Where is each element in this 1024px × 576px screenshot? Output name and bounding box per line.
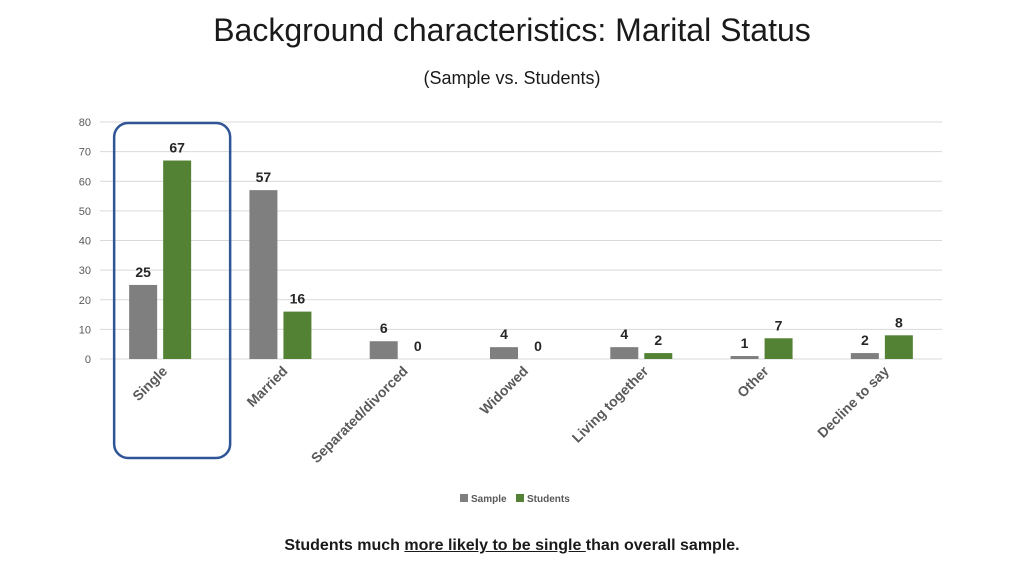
bar-students <box>884 335 913 359</box>
data-label: 0 <box>414 338 422 354</box>
x-tick-label: Other <box>734 362 772 400</box>
legend-label-sample: Sample <box>471 494 507 505</box>
caption-emphasis: more likely to be single <box>404 537 586 554</box>
caption: Students much more likely to be single t… <box>0 537 1024 555</box>
data-label: 67 <box>169 140 185 156</box>
legend-swatch-sample <box>460 494 468 502</box>
x-tick-label: Separated/divorced <box>308 363 411 466</box>
y-tick-label: 60 <box>79 176 91 188</box>
bar-sample <box>129 284 158 359</box>
data-label: 16 <box>290 291 306 307</box>
data-label: 7 <box>775 317 783 333</box>
bar-students <box>644 353 673 359</box>
data-label: 0 <box>534 338 542 354</box>
chart-subtitle: (Sample vs. Students) <box>423 68 601 88</box>
bar-students <box>283 311 312 359</box>
data-label: 1 <box>741 335 749 351</box>
legend-swatch-students <box>516 494 524 502</box>
data-label: 8 <box>895 314 903 330</box>
y-tick-label: 50 <box>79 206 91 218</box>
y-tick-label: 20 <box>79 295 91 307</box>
bar-students <box>163 160 192 359</box>
data-label: 6 <box>380 320 388 336</box>
caption-after: than overall sample. <box>585 537 740 554</box>
chart-title: Background characteristics: Marital Stat… <box>213 12 811 48</box>
x-tick-label: Decline to say <box>814 363 892 441</box>
data-label: 4 <box>620 326 628 342</box>
bar-sample <box>249 190 278 359</box>
highlight-box <box>112 121 232 460</box>
data-label: 2 <box>861 332 869 348</box>
bar-sample <box>850 353 879 359</box>
data-label: 4 <box>500 326 508 342</box>
y-tick-label: 0 <box>85 354 91 366</box>
data-label: 25 <box>135 264 151 280</box>
bar-students <box>764 338 793 359</box>
x-tick-label: Single <box>129 363 170 404</box>
y-tick-label: 10 <box>79 324 91 336</box>
legend-label-students: Students <box>527 494 570 505</box>
bar-sample <box>610 347 639 359</box>
x-tick-label: Living together <box>569 362 652 445</box>
caption-before: Students much <box>284 537 405 554</box>
data-label: 57 <box>256 169 272 185</box>
bar-sample <box>490 347 518 359</box>
x-tick-label: Widowed <box>476 363 531 418</box>
x-tick-label: Married <box>243 363 290 410</box>
y-tick-label: 40 <box>79 236 91 248</box>
bar-chart: 010203040506070802567Single5716Married60… <box>79 117 942 505</box>
y-tick-label: 80 <box>79 117 91 129</box>
bar-sample <box>730 356 759 359</box>
y-tick-label: 30 <box>79 265 91 277</box>
data-label: 2 <box>654 332 662 348</box>
y-tick-label: 70 <box>79 147 91 159</box>
bar-sample <box>369 341 398 359</box>
